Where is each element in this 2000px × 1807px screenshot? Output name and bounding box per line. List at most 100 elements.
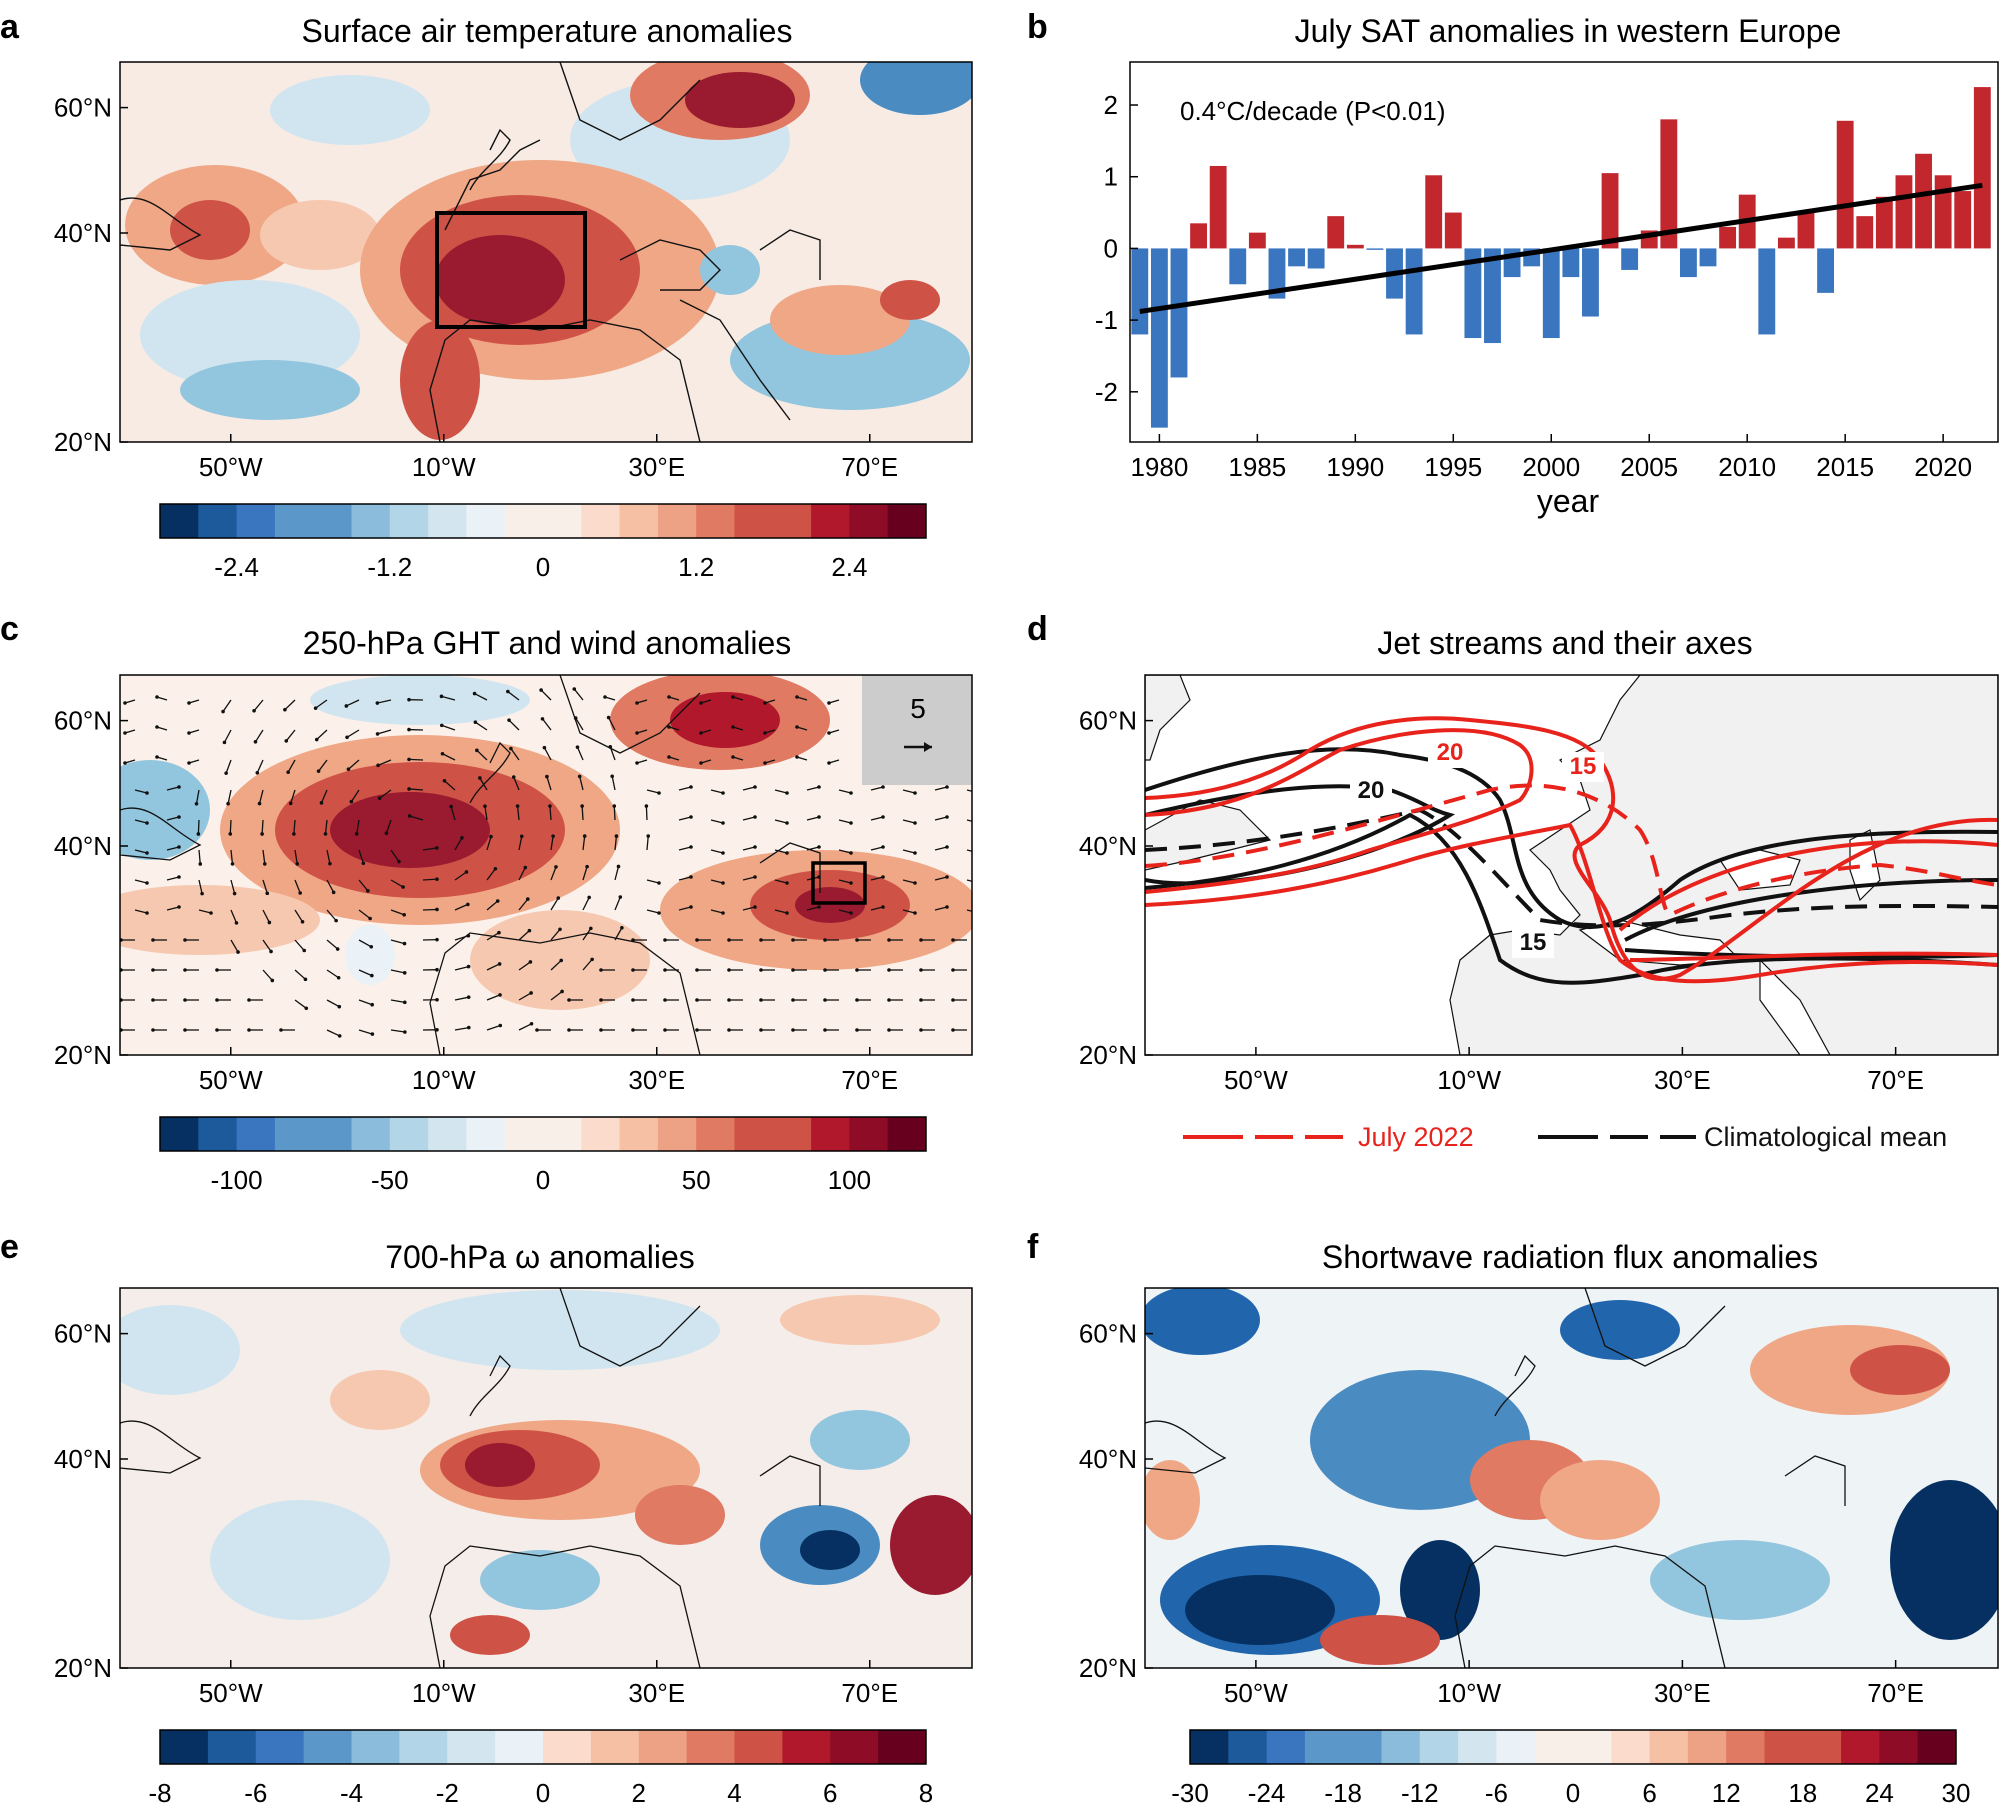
- wind-vector-head: [402, 971, 407, 975]
- wind-vector-head: [635, 761, 639, 765]
- wind-vector: [230, 939, 239, 953]
- wind-vector-head: [196, 832, 201, 836]
- wind-vector: [198, 879, 203, 894]
- wind-vector: [408, 758, 424, 761]
- wind-vector: [774, 789, 788, 794]
- wind-vector: [486, 963, 500, 971]
- wind-vector-head: [495, 899, 500, 903]
- colorbar-segment: [313, 504, 352, 538]
- wind-vector-head: [827, 761, 831, 765]
- jet-2022-15-contour: [1145, 822, 1998, 984]
- wind-vector: [710, 879, 724, 884]
- panel-c-vector-key-arrowhead: [924, 742, 932, 752]
- wind-vector-head: [466, 902, 470, 907]
- wind-vector-head: [252, 708, 256, 713]
- wind-vector: [543, 747, 552, 761]
- colorbar-segment: [160, 1117, 199, 1151]
- wind-vector-head: [384, 831, 389, 836]
- wind-vector-head: [881, 875, 885, 879]
- wind-vector-head: [823, 1028, 827, 1032]
- panel-d-axes: 20°N 40°N 60°N 50°W 10°W 30°E 70°E: [1079, 706, 1924, 1095]
- wind-vector: [262, 939, 272, 952]
- lat-tick-label: 20°N: [54, 1040, 112, 1070]
- colorbar-tick-label: 100: [828, 1165, 871, 1195]
- jet-2022-label-20: 20: [1437, 739, 1464, 766]
- wind-vector-head: [466, 964, 471, 969]
- wind-vector: [645, 805, 648, 821]
- wind-vector: [256, 759, 264, 774]
- anomaly-blob: [120, 1305, 240, 1395]
- wind-vector: [358, 939, 372, 948]
- wind-vector-head: [635, 701, 639, 705]
- bar-2018: [1895, 175, 1913, 249]
- wind-vector-head: [759, 1028, 763, 1032]
- jet-clim-label-15: 15: [1520, 929, 1547, 956]
- colorbar-frame: [1189, 1729, 1957, 1765]
- wind-vector: [573, 688, 584, 701]
- wind-vector-head: [913, 791, 917, 795]
- wind-vector-head: [284, 739, 289, 743]
- bar-1990: [1346, 244, 1364, 249]
- bar-1984: [1229, 248, 1247, 285]
- wind-vector-head: [368, 916, 372, 921]
- wind-vector-head: [483, 804, 487, 808]
- jet-2022-axis: [1145, 783, 1998, 918]
- wind-vector: [377, 759, 392, 766]
- wind-vector-head: [303, 977, 308, 982]
- wind-vector: [546, 776, 552, 791]
- colorbar-segment: [160, 1730, 209, 1764]
- wind-vector-head: [849, 791, 853, 795]
- wind-vector: [475, 721, 488, 731]
- wind-vector-head: [620, 926, 624, 930]
- bar-2021: [1954, 191, 1972, 249]
- wind-vector: [582, 897, 590, 911]
- wind-vector: [356, 819, 360, 834]
- wind-vector-head: [977, 791, 981, 795]
- colorbar-tick-label: -18: [1324, 1778, 1362, 1807]
- wind-vector-head: [334, 918, 338, 923]
- wind-vector: [293, 819, 296, 835]
- wind-vector-head: [580, 804, 584, 808]
- wind-vector-head: [945, 905, 949, 909]
- anomaly-blob: [770, 285, 910, 355]
- wind-vector: [806, 906, 820, 911]
- anomaly-blob: [890, 1495, 972, 1595]
- wind-vector-head: [337, 1004, 342, 1009]
- jet-clim-axis: [1145, 807, 1998, 928]
- bar-2004: [1621, 248, 1639, 270]
- wind-vector: [326, 969, 340, 979]
- wind-vector-head: [763, 761, 767, 765]
- colorbar-segment: [619, 504, 659, 538]
- wind-vector: [290, 789, 296, 804]
- wind-vector-head: [288, 801, 293, 806]
- wind-vector: [838, 909, 852, 914]
- wind-vector-head: [260, 832, 264, 836]
- wind-vector-head: [977, 821, 981, 825]
- wind-vector: [646, 879, 660, 884]
- wind-vector-head: [183, 938, 187, 942]
- jet-2022-20-contour: [1145, 728, 1534, 894]
- wind-vector-head: [849, 851, 853, 855]
- anomaly-blob: [120, 760, 210, 860]
- wind-vector: [902, 879, 916, 884]
- wind-vector: [550, 928, 561, 941]
- panel-e-axes: 20°N 40°N 60°N 50°W 10°W 30°E 70°E: [54, 1319, 898, 1708]
- wind-vector-head: [300, 919, 305, 924]
- colorbar-segment: [428, 504, 467, 538]
- colorbar-segment: [428, 1117, 467, 1151]
- wind-vector-head: [881, 815, 885, 819]
- wind-vector: [166, 786, 180, 791]
- wind-vector-head: [478, 776, 482, 780]
- anomaly-blob: [1650, 1540, 1830, 1620]
- wind-vector: [315, 699, 328, 709]
- wind-vector: [227, 789, 232, 804]
- wind-vector-head: [407, 697, 411, 702]
- wind-vector-head: [731, 725, 735, 729]
- colorbar-tick-label: -2.4: [214, 552, 259, 582]
- wind-vector: [285, 729, 296, 742]
- wind-vector: [902, 849, 916, 854]
- colorbar-segment: [1534, 1730, 1574, 1764]
- wind-vector-head: [612, 804, 617, 808]
- panel-c-vector-key-box: [862, 675, 972, 785]
- bar-1985: [1248, 232, 1266, 249]
